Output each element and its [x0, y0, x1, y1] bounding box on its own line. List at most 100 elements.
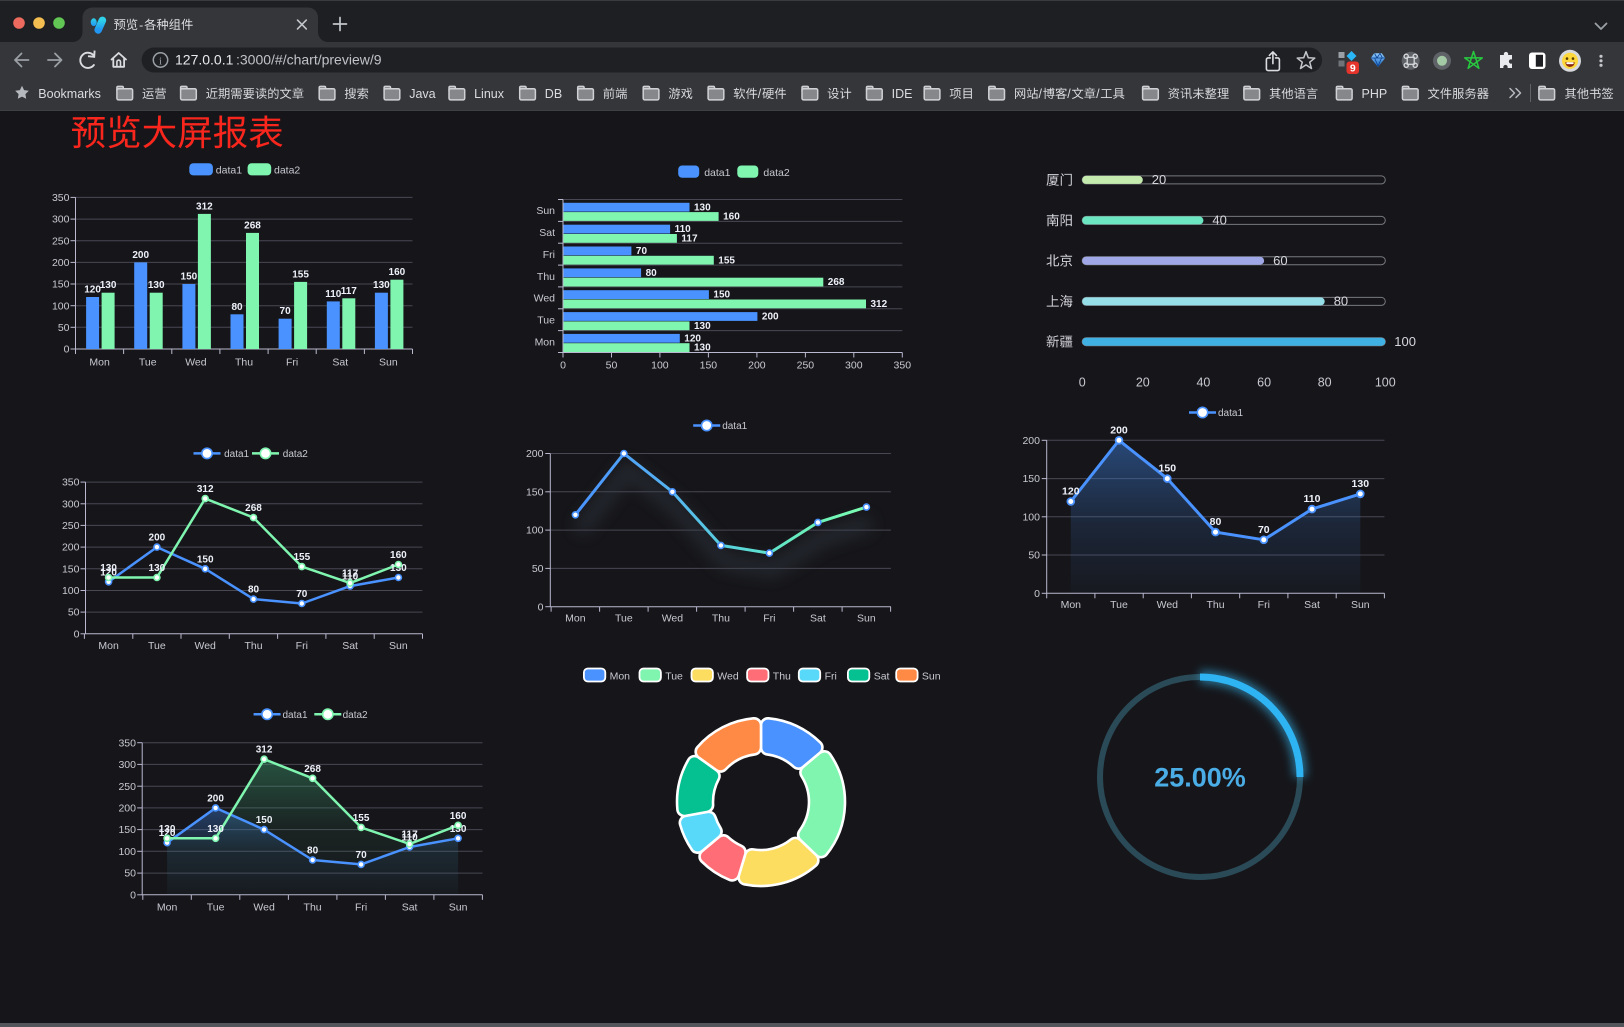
- svg-text:Sun: Sun: [857, 613, 876, 625]
- svg-text:50: 50: [1028, 550, 1040, 562]
- svg-text:160: 160: [390, 550, 407, 561]
- svg-text:Sat: Sat: [1304, 599, 1320, 611]
- svg-text:Fri: Fri: [296, 640, 308, 652]
- svg-text:Tue: Tue: [148, 640, 166, 652]
- svg-text:0: 0: [560, 359, 566, 371]
- svg-text:70: 70: [1258, 524, 1270, 536]
- svg-text:-: -: [139, 18, 143, 32]
- svg-text:117: 117: [402, 830, 419, 841]
- svg-text:Thu: Thu: [235, 356, 253, 368]
- svg-text:312: 312: [256, 745, 273, 756]
- svg-text:Thu: Thu: [304, 902, 322, 914]
- svg-text:Sun: Sun: [389, 640, 408, 652]
- svg-text:120: 120: [100, 567, 117, 578]
- svg-text:130: 130: [100, 280, 117, 291]
- svg-text:9: 9: [1350, 63, 1356, 75]
- svg-text:150: 150: [1159, 463, 1177, 475]
- svg-text:data2: data2: [763, 167, 789, 179]
- svg-text:Sun: Sun: [1351, 599, 1370, 611]
- svg-text:200: 200: [118, 803, 136, 815]
- svg-text:268: 268: [244, 220, 261, 231]
- svg-text:50: 50: [532, 563, 544, 575]
- svg-text:Tue: Tue: [207, 902, 225, 914]
- svg-text:Fri: Fri: [355, 902, 367, 914]
- svg-text:150: 150: [118, 824, 136, 836]
- svg-text:130: 130: [207, 824, 224, 835]
- svg-text:130: 130: [373, 280, 390, 291]
- svg-text:data1: data1: [283, 710, 308, 721]
- svg-text:150: 150: [197, 554, 214, 565]
- svg-text:300: 300: [845, 359, 863, 371]
- svg-text:130: 130: [1352, 478, 1370, 490]
- svg-text:0: 0: [130, 889, 136, 901]
- svg-text:250: 250: [52, 235, 70, 247]
- svg-text:250: 250: [797, 359, 815, 371]
- svg-text:155: 155: [718, 255, 735, 266]
- svg-text:100: 100: [52, 300, 70, 312]
- svg-text:/: /: [1096, 87, 1100, 101]
- svg-text:Mon: Mon: [157, 902, 178, 914]
- svg-text:130: 130: [100, 563, 117, 574]
- svg-text:Sat: Sat: [810, 613, 826, 625]
- svg-text:130: 130: [390, 563, 407, 574]
- svg-text:150: 150: [52, 279, 70, 291]
- svg-text:155: 155: [293, 552, 310, 563]
- svg-text:155: 155: [353, 813, 370, 824]
- svg-text:300: 300: [118, 759, 136, 771]
- svg-text:250: 250: [118, 781, 136, 793]
- svg-text:110: 110: [402, 833, 419, 844]
- svg-text:60: 60: [1257, 376, 1271, 390]
- svg-text:60: 60: [1273, 253, 1287, 268]
- svg-text:130: 130: [159, 824, 176, 835]
- svg-text:300: 300: [62, 498, 80, 510]
- svg-text:Tue: Tue: [615, 613, 633, 625]
- svg-text:312: 312: [871, 299, 888, 310]
- svg-text:25.00%: 25.00%: [1154, 763, 1246, 793]
- svg-text:130: 130: [694, 321, 711, 332]
- svg-text:130: 130: [450, 824, 467, 835]
- svg-text:/: /: [1039, 87, 1043, 101]
- svg-text:160: 160: [389, 267, 406, 278]
- svg-text:Tue: Tue: [665, 670, 683, 682]
- svg-text:127.0.0.1: 127.0.0.1: [175, 52, 234, 68]
- svg-text:117: 117: [341, 286, 358, 297]
- svg-text:Sat: Sat: [342, 640, 358, 652]
- svg-text:Sun: Sun: [922, 670, 941, 682]
- svg-text:data1: data1: [704, 167, 730, 179]
- svg-text:200: 200: [1022, 435, 1040, 447]
- svg-text:Tue: Tue: [537, 315, 555, 327]
- svg-text:0: 0: [538, 601, 544, 613]
- svg-text:Fri: Fri: [763, 613, 775, 625]
- svg-text:Fri: Fri: [825, 670, 837, 682]
- svg-text:200: 200: [762, 312, 779, 323]
- svg-text:200: 200: [1110, 424, 1128, 436]
- svg-text:Mon: Mon: [610, 670, 631, 682]
- svg-text:data2: data2: [343, 710, 368, 721]
- svg-text:20: 20: [1136, 376, 1150, 390]
- svg-text:100: 100: [118, 846, 136, 858]
- svg-text:110: 110: [1304, 493, 1321, 505]
- svg-text:Fri: Fri: [1258, 599, 1270, 611]
- svg-text:40: 40: [1196, 376, 1210, 390]
- svg-text:150: 150: [713, 290, 730, 301]
- svg-text:110: 110: [675, 224, 692, 235]
- svg-text:PHP: PHP: [1362, 87, 1388, 101]
- svg-text:100: 100: [1394, 334, 1416, 349]
- svg-text:120: 120: [84, 285, 101, 296]
- svg-text:80: 80: [1318, 376, 1332, 390]
- svg-text:200: 200: [62, 542, 80, 554]
- svg-text:Fri: Fri: [543, 249, 555, 261]
- svg-text:150: 150: [526, 486, 544, 498]
- svg-text:50: 50: [68, 607, 80, 619]
- svg-text:117: 117: [342, 569, 359, 580]
- svg-text:data1: data1: [216, 165, 242, 177]
- svg-text:200: 200: [526, 448, 544, 460]
- svg-text:150: 150: [1022, 473, 1040, 485]
- svg-text:100: 100: [62, 585, 80, 597]
- svg-text:80: 80: [1334, 294, 1348, 309]
- svg-text:350: 350: [894, 359, 912, 371]
- svg-text:130: 130: [694, 343, 711, 354]
- svg-text:80: 80: [646, 268, 658, 279]
- svg-text:Wed: Wed: [534, 293, 556, 305]
- svg-text:312: 312: [196, 201, 213, 212]
